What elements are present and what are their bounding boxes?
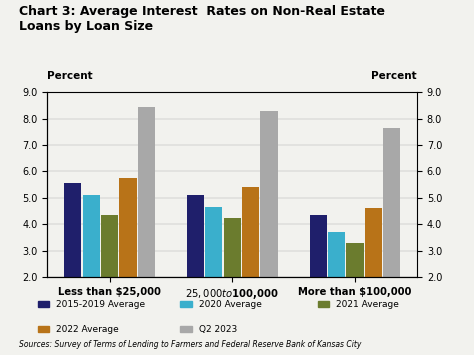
Bar	[138, 107, 155, 330]
Text: 2020 Average: 2020 Average	[199, 300, 262, 309]
Text: Percent: Percent	[47, 71, 93, 81]
Bar	[224, 218, 241, 330]
Text: Loans by Loan Size: Loans by Loan Size	[19, 20, 153, 33]
Bar	[187, 195, 204, 330]
Text: 2015-2019 Average: 2015-2019 Average	[56, 300, 146, 309]
Bar	[242, 187, 259, 330]
Text: Chart 3: Average Interest  Rates on Non-Real Estate: Chart 3: Average Interest Rates on Non-R…	[19, 5, 385, 18]
Bar	[310, 215, 327, 330]
Bar	[101, 215, 118, 330]
Text: Q2 2023: Q2 2023	[199, 325, 237, 334]
Bar	[346, 242, 364, 330]
Bar	[82, 195, 100, 330]
Text: Sources: Survey of Terms of Lending to Farmers and Federal Reserve Bank of Kansa: Sources: Survey of Terms of Lending to F…	[19, 340, 361, 349]
Bar	[328, 232, 345, 330]
Bar	[365, 208, 382, 330]
Bar	[205, 207, 222, 330]
Bar	[119, 178, 137, 330]
Bar	[383, 128, 401, 330]
Text: 2021 Average: 2021 Average	[336, 300, 399, 309]
Bar	[261, 111, 278, 330]
Bar	[64, 183, 82, 330]
Text: 2022 Average: 2022 Average	[56, 325, 119, 334]
Text: Percent: Percent	[372, 71, 417, 81]
